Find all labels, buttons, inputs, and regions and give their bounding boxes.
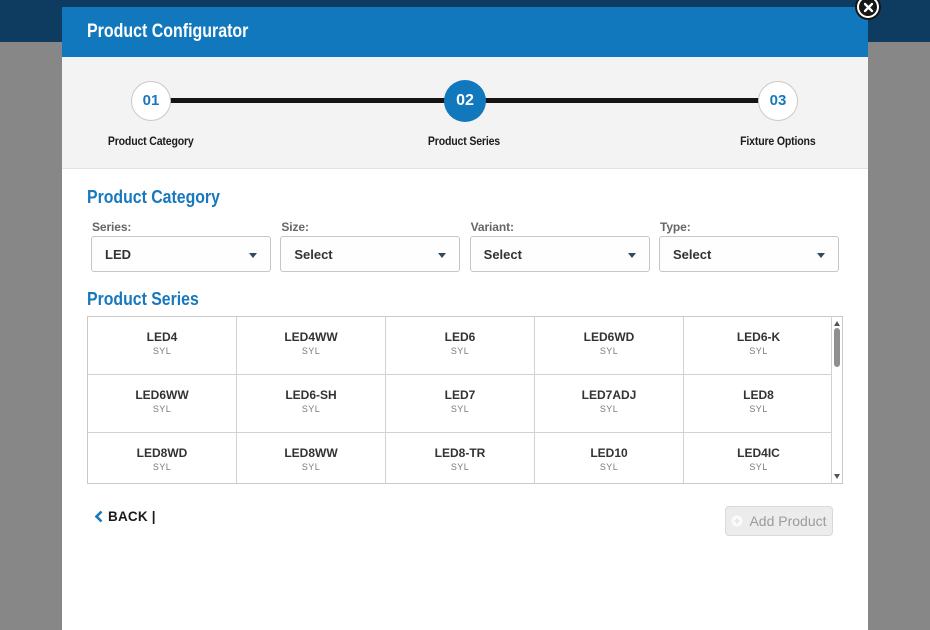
product-tile[interactable]: LED8WW SYL	[237, 433, 386, 483]
product-tile[interactable]: LED4 SYL	[88, 317, 237, 375]
product-category-heading: Product Category	[87, 187, 220, 207]
step-3-circle[interactable]: 03	[758, 81, 798, 121]
back-button[interactable]: BACK |	[94, 509, 156, 524]
filter-series: Series: LED	[91, 220, 271, 272]
type-select-value: Select	[672, 246, 712, 262]
product-configurator-modal: Product Configurator 01 02 03 Product Ca…	[62, 0, 881, 630]
close-icon	[863, 2, 873, 12]
step-2-circle[interactable]: 02	[444, 80, 486, 122]
step-1-label: Product Category	[108, 134, 194, 148]
filters-row: Series: LED Size: Select Variant: Select	[87, 220, 843, 272]
scrollbar-thumb[interactable]	[834, 328, 840, 367]
product-series-heading: Product Series	[87, 289, 199, 309]
size-select-value: Select	[294, 246, 333, 262]
scroll-down-icon[interactable]	[834, 474, 840, 479]
product-series-grid-inner: LED4 SYL LED4WW SYL LED6 SYL LED6WD SYL …	[88, 317, 833, 483]
product-tile[interactable]: LED8-TR SYL	[386, 433, 535, 483]
filter-size: Size: Select	[280, 220, 461, 272]
product-series-grid: LED4 SYL LED4WW SYL LED6 SYL LED6WD SYL …	[87, 316, 843, 484]
product-tile[interactable]: LED7ADJ SYL	[535, 375, 684, 433]
type-select[interactable]: Select	[658, 236, 839, 272]
modal-content: Product Category Series: LED Size: Selec…	[62, 187, 868, 536]
filter-variant: Variant: Select	[469, 220, 650, 272]
series-select-value: LED	[105, 246, 131, 262]
add-product-button[interactable]: Add Product	[725, 506, 833, 536]
close-button-ring	[857, 0, 879, 18]
close-button[interactable]	[855, 0, 881, 20]
product-tile[interactable]: LED4WW SYL	[237, 317, 386, 375]
size-label: Size:	[281, 220, 309, 234]
product-tile[interactable]: LED4IC SYL	[684, 433, 833, 483]
grid-scrollbar[interactable]	[831, 317, 842, 483]
filter-type: Type: Select	[658, 220, 839, 272]
size-select[interactable]: Select	[280, 236, 461, 272]
product-tile[interactable]: LED6WD SYL	[535, 317, 684, 375]
step-3-label: Fixture Options	[740, 134, 816, 148]
series-label: Series:	[92, 220, 132, 234]
back-button-label: BACK |	[108, 509, 156, 524]
product-tile[interactable]: LED6 SYL	[386, 317, 535, 375]
product-tile[interactable]: LED10 SYL	[535, 433, 684, 483]
chevron-left-icon	[94, 510, 103, 523]
add-product-label: Add Product	[749, 513, 827, 529]
scroll-up-icon[interactable]	[834, 321, 840, 326]
variant-select-value: Select	[483, 246, 522, 262]
type-label: Type:	[659, 220, 691, 234]
modal-title: Product Configurator	[87, 21, 249, 42]
modal-footer: BACK | Add Product	[87, 506, 843, 536]
series-select[interactable]: LED	[91, 236, 271, 272]
product-tile[interactable]: LED6-SH SYL	[237, 375, 386, 433]
variant-label: Variant:	[470, 220, 514, 234]
add-circle-icon	[731, 515, 743, 527]
product-tile[interactable]: LED6WW SYL	[88, 375, 237, 433]
variant-select[interactable]: Select	[469, 236, 650, 272]
stepper: 01 02 03 Product Category Product Series…	[62, 57, 868, 169]
caret-down-icon	[627, 253, 636, 258]
step-2-label: Product Series	[427, 134, 501, 148]
caret-down-icon	[249, 253, 257, 258]
caret-down-icon	[438, 253, 447, 258]
product-tile[interactable]: LED6-K SYL	[684, 317, 833, 375]
product-tile[interactable]: LED7 SYL	[386, 375, 535, 433]
step-1-circle[interactable]: 01	[131, 81, 171, 121]
caret-down-icon	[816, 253, 825, 258]
product-tile[interactable]: LED8 SYL	[684, 375, 833, 433]
modal-header: Product Configurator	[62, 7, 868, 57]
product-tile[interactable]: LED8WD SYL	[88, 433, 237, 483]
